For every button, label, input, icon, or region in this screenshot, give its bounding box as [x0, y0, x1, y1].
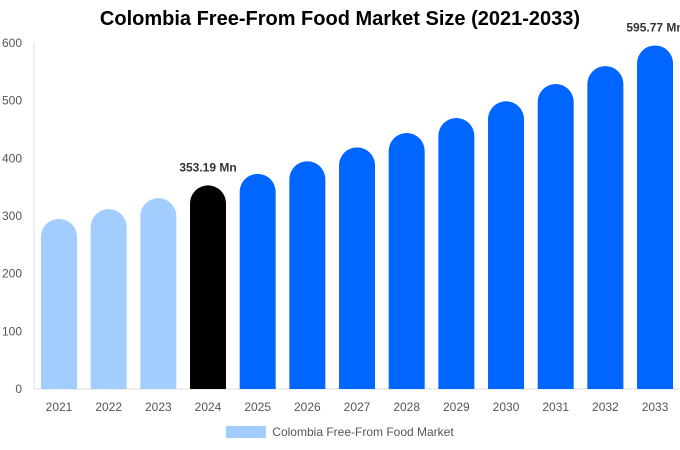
x-tick-label: 2026: [294, 400, 321, 414]
y-tick-label: 0: [15, 382, 22, 396]
y-tick-label: 200: [2, 267, 22, 281]
x-tick-label: 2023: [145, 400, 172, 414]
x-tick-label: 2025: [244, 400, 271, 414]
bar-2021: [41, 219, 77, 389]
x-tick-label: 2032: [592, 400, 619, 414]
legend: Colombia Free-From Food Market: [0, 425, 680, 439]
bar-2024: [190, 185, 226, 389]
bar-2030: [488, 101, 524, 389]
x-tick-label: 2022: [95, 400, 122, 414]
bar-2027: [339, 147, 375, 389]
x-tick-label: 2029: [443, 400, 470, 414]
bar-2026: [289, 161, 325, 389]
data-label: 595.77 Mn: [626, 20, 680, 34]
legend-label: Colombia Free-From Food Market: [272, 425, 453, 439]
x-tick-label: 2024: [195, 400, 222, 414]
x-tick-label: 2030: [493, 400, 520, 414]
bar-2031: [538, 84, 574, 389]
x-tick-label: 2027: [344, 400, 371, 414]
x-tick-label: 2021: [46, 400, 73, 414]
legend-swatch: [226, 426, 266, 438]
y-tick-label: 100: [2, 324, 22, 338]
bar-2025: [240, 174, 276, 389]
bar-2028: [389, 133, 425, 389]
x-tick-label: 2033: [642, 400, 669, 414]
bar-2023: [140, 198, 176, 389]
bar-2032: [587, 66, 623, 389]
y-tick-label: 400: [2, 151, 22, 165]
y-tick-label: 500: [2, 94, 22, 108]
bar-chart: 0 100 200 300 400 500 600 2021 2022 2023 2024 2025 2…: [0, 0, 680, 450]
bar-2022: [91, 209, 127, 389]
data-label: 353.19 Mn: [179, 160, 236, 174]
bar-2033: [637, 45, 673, 389]
x-tick-label: 2028: [393, 400, 420, 414]
y-tick-label: 300: [2, 209, 22, 223]
x-tick-label: 2031: [542, 400, 569, 414]
y-tick-label: 600: [2, 36, 22, 50]
bar-2029: [438, 118, 474, 389]
